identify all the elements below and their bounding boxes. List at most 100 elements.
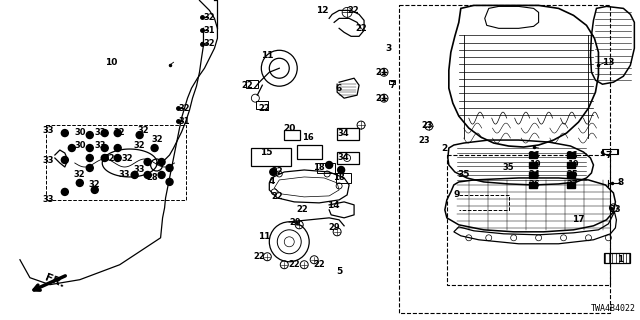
Text: 22: 22: [259, 104, 270, 113]
Circle shape: [86, 145, 93, 152]
Text: 22: 22: [296, 205, 308, 214]
Bar: [297, 145, 322, 159]
Text: 27: 27: [566, 180, 579, 189]
Text: 33: 33: [94, 140, 106, 149]
Circle shape: [86, 164, 93, 172]
Text: 23: 23: [421, 121, 433, 130]
Circle shape: [158, 172, 165, 179]
Bar: [257, 101, 268, 109]
Text: 22: 22: [271, 167, 283, 176]
Text: 16: 16: [302, 132, 314, 141]
Text: TWA4B4022: TWA4B4022: [591, 304, 636, 313]
Text: 17: 17: [572, 215, 585, 224]
Text: 35: 35: [458, 171, 470, 180]
Text: 7: 7: [389, 81, 395, 90]
Circle shape: [86, 132, 93, 139]
Text: 32: 32: [122, 154, 134, 163]
Bar: [284, 130, 300, 140]
Text: 6: 6: [336, 84, 342, 93]
Text: 30: 30: [74, 128, 86, 137]
Text: 32: 32: [89, 180, 100, 189]
Circle shape: [158, 158, 165, 165]
Text: 9: 9: [454, 190, 460, 199]
Text: 33: 33: [119, 171, 131, 180]
Circle shape: [61, 130, 68, 137]
Circle shape: [68, 145, 76, 152]
Bar: [447, 155, 611, 285]
Bar: [604, 253, 630, 263]
Bar: [602, 149, 618, 154]
Text: 10: 10: [106, 58, 118, 67]
Circle shape: [338, 166, 344, 173]
Circle shape: [151, 145, 158, 152]
Text: 28: 28: [147, 173, 159, 182]
Text: 29: 29: [328, 223, 340, 232]
Bar: [46, 125, 186, 200]
Bar: [337, 152, 359, 164]
Bar: [529, 162, 536, 168]
Text: 7: 7: [605, 150, 612, 159]
Circle shape: [131, 172, 138, 179]
Circle shape: [114, 145, 121, 152]
Circle shape: [101, 155, 108, 162]
Text: 11: 11: [261, 51, 273, 60]
Text: 32: 32: [134, 140, 145, 149]
Bar: [529, 152, 536, 158]
Text: 33: 33: [94, 128, 106, 137]
Circle shape: [92, 187, 99, 193]
Text: 22: 22: [348, 6, 359, 15]
Text: 32: 32: [104, 154, 116, 163]
Text: 5: 5: [336, 267, 342, 276]
Bar: [389, 80, 395, 84]
Text: 22: 22: [314, 260, 325, 269]
Text: 32: 32: [114, 128, 125, 137]
Text: 32: 32: [138, 125, 150, 135]
Text: 3: 3: [386, 44, 392, 53]
Text: 18: 18: [333, 173, 345, 182]
Text: 14: 14: [327, 201, 339, 210]
Text: 33: 33: [42, 156, 54, 164]
Text: 32: 32: [152, 134, 163, 144]
Circle shape: [166, 179, 173, 185]
Circle shape: [136, 132, 143, 139]
Bar: [566, 172, 575, 178]
Text: 1: 1: [617, 255, 623, 264]
Text: FR.: FR.: [44, 272, 66, 289]
Bar: [566, 182, 575, 188]
Text: 12: 12: [316, 6, 328, 15]
Text: 31: 31: [204, 26, 215, 35]
Circle shape: [76, 180, 83, 187]
Circle shape: [61, 156, 68, 164]
Text: 30: 30: [74, 140, 86, 149]
Text: 26: 26: [529, 180, 541, 189]
Text: 22: 22: [355, 24, 367, 33]
Text: 8: 8: [617, 179, 623, 188]
Text: 25: 25: [566, 171, 579, 180]
Bar: [566, 162, 575, 168]
Text: 22: 22: [271, 192, 283, 201]
Circle shape: [144, 158, 151, 165]
Bar: [399, 5, 611, 313]
Text: 34: 34: [337, 129, 349, 138]
Bar: [529, 182, 536, 188]
Text: 32: 32: [204, 39, 215, 48]
Circle shape: [270, 168, 276, 175]
Text: 21: 21: [375, 94, 387, 103]
Text: 18: 18: [314, 164, 325, 172]
Text: 23: 23: [609, 205, 621, 214]
Bar: [317, 163, 335, 173]
Circle shape: [326, 162, 333, 168]
Text: 31: 31: [179, 116, 190, 126]
Text: 15: 15: [260, 148, 273, 156]
Circle shape: [144, 172, 151, 179]
Text: 19: 19: [566, 161, 579, 170]
Circle shape: [101, 130, 108, 137]
Text: 35: 35: [503, 164, 515, 172]
Text: 22: 22: [289, 260, 300, 269]
Bar: [246, 80, 259, 88]
Text: 24: 24: [529, 171, 541, 180]
Text: 36: 36: [529, 150, 540, 159]
Text: 33: 33: [42, 125, 54, 135]
Bar: [337, 128, 359, 140]
Text: 19: 19: [529, 161, 540, 170]
